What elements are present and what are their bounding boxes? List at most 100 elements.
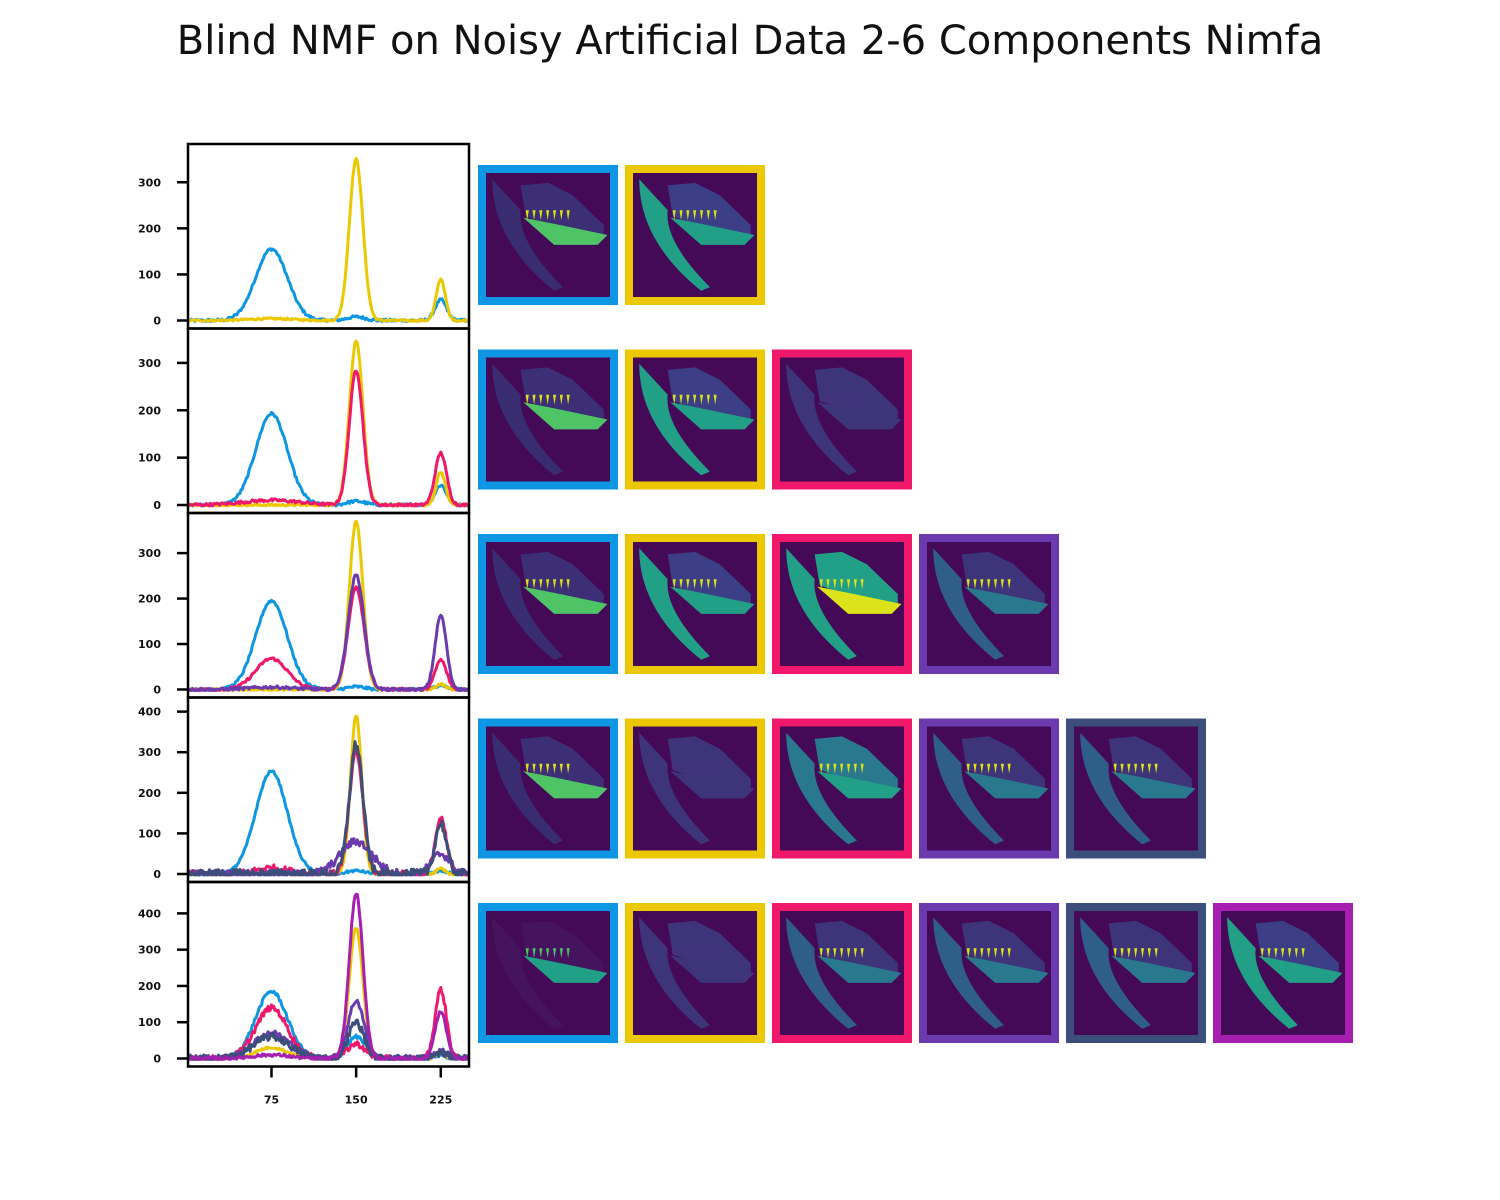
dragon-neck-shape [786,548,857,660]
dragon-tooth [672,210,676,221]
dragon-neck-shape [639,917,710,1029]
dragon-tooth [672,948,676,959]
series-line-purple [187,573,470,692]
dragon-tooth [706,579,710,590]
series-line-yellow [186,714,470,877]
dragon-tooth [847,394,851,405]
series-line-red [187,585,471,692]
dragon-neck-shape [492,363,563,476]
dragon-tooth [833,948,837,959]
dragon-tooth [994,948,998,959]
series-line-red [186,986,470,1061]
dragon-tooth [840,579,844,590]
dragon-tooth [966,948,970,959]
y-tick-label: 200 [138,404,161,417]
dragon-tooth [1120,763,1124,774]
dragon-tooth [700,394,704,405]
dragon-tooth [1127,948,1131,959]
x-tick-label: 150 [345,1094,368,1107]
y-tick-label: 100 [138,452,161,465]
dragon-tooth [987,948,991,959]
dragon-tooth [1120,948,1124,959]
dragon-tooth [1147,948,1151,959]
dragon-neck-shape [1080,917,1151,1029]
component-map-4 [919,718,1059,859]
component-map-2 [625,534,765,674]
dragon-jaw-shape [523,402,608,430]
dragon-neck-shape [786,917,857,1029]
dragon-neck-shape [933,732,1004,845]
dragon-neck-shape [639,732,710,845]
dragon-jaw-shape [1258,955,1343,983]
dragon-tooth [525,579,529,590]
component-map-4 [919,534,1059,674]
y-tick-label: 0 [153,499,161,512]
dragon-tooth [686,394,690,405]
panel-5-components: 0 100 200 300 400 [138,696,1206,884]
dragon-tooth [525,210,529,221]
x-tick-label: 225 [429,1094,452,1107]
dragon-tooth [1301,948,1305,959]
dragon-tooth [546,763,550,774]
dragon-tooth [693,210,697,221]
series-line-yellow [186,519,471,692]
y-tick-label: 200 [138,787,161,800]
dragon-jaw-shape [523,217,608,245]
dragon-tooth [847,763,851,774]
series-line-blue [186,410,471,508]
dragon-neck-shape [492,548,563,660]
dragon-tooth [532,763,536,774]
dragon-tooth [706,948,710,959]
dragon-tooth [559,394,563,405]
dragon-tooth [980,579,984,590]
dragon-tooth [994,763,998,774]
y-tick-label: 0 [153,315,161,328]
dragon-tooth [840,394,844,405]
dragon-jaw-shape [670,402,755,430]
dragon-neck-shape [639,363,710,476]
dragon-tooth [833,579,837,590]
figure-title: Blind NMF on Noisy Artificial Data 2-6 C… [176,18,1324,64]
dragon-tooth [553,394,557,405]
dragon-tooth [700,948,704,959]
dragon-tooth [539,948,543,959]
dragon-tooth [566,948,570,959]
component-map-3 [772,718,912,859]
dragon-tooth [679,948,683,959]
dragon-tooth [973,579,977,590]
component-map-2 [625,165,765,305]
dragon-tooth [686,210,690,221]
component-map-2 [625,903,765,1043]
dragon-tooth [833,763,837,774]
panel-3-components: 0 100 200 300 [138,327,912,515]
dragon-jaw-shape [964,955,1049,983]
dragon-tooth [679,763,683,774]
dragon-tooth [1141,763,1145,774]
dragon-jaw-shape [964,586,1049,614]
dragon-tooth [966,763,970,774]
y-tick-label: 300 [138,746,161,759]
component-map-3 [772,903,912,1043]
dragon-tooth [840,763,844,774]
dragon-tooth [1000,948,1004,959]
dragon-tooth [672,394,676,405]
dragon-tooth [553,210,557,221]
dragon-tooth [700,210,704,221]
dragon-tooth [994,579,998,590]
dragon-tooth [819,763,823,774]
series-line-blue [187,247,471,323]
y-tick-label: 300 [138,357,161,370]
y-tick-label: 0 [153,684,161,697]
dragon-tooth [860,394,864,405]
dragon-tooth [1007,948,1011,959]
dragon-neck-shape [933,917,1004,1029]
dragon-tooth [700,763,704,774]
dragon-tooth [559,579,563,590]
dragon-tooth [833,394,837,405]
y-tick-label: 100 [138,268,161,281]
dragon-tooth [693,948,697,959]
y-tick-label: 300 [138,944,161,957]
axes-frame [186,142,471,330]
dragon-tooth [853,948,857,959]
